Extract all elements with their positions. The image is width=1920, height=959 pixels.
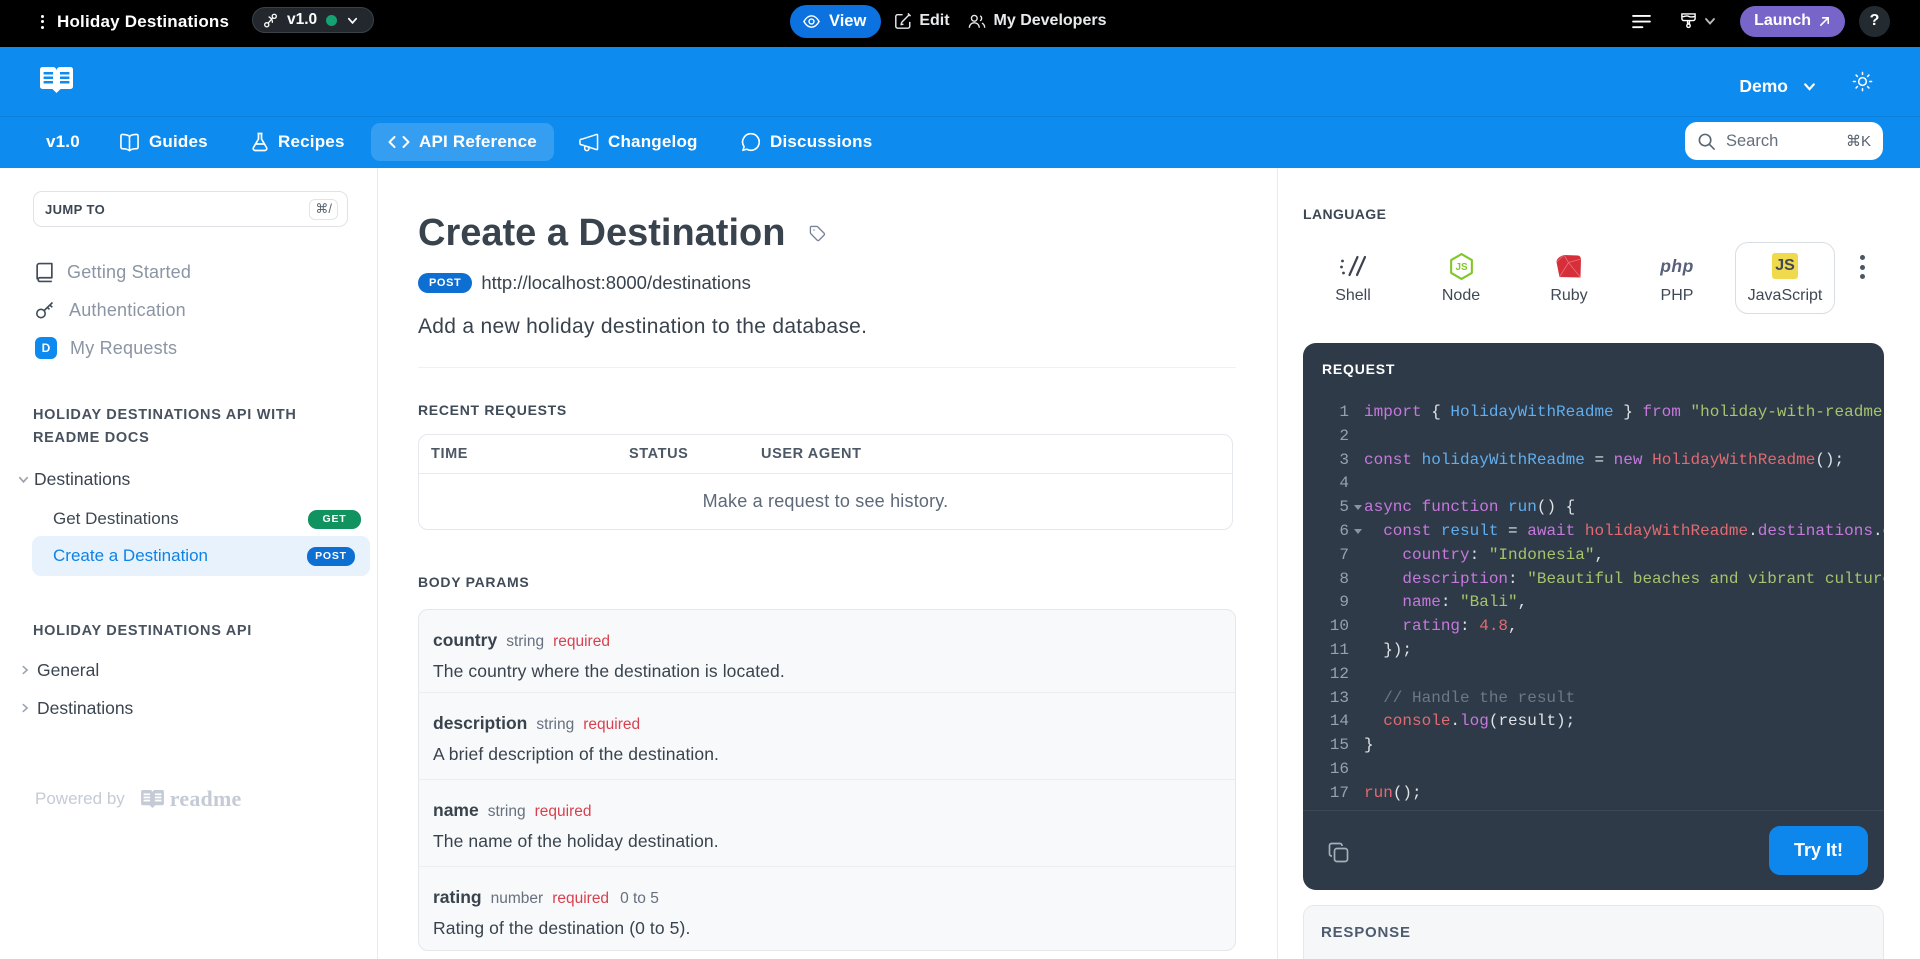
svg-text:JS: JS	[1455, 262, 1467, 273]
